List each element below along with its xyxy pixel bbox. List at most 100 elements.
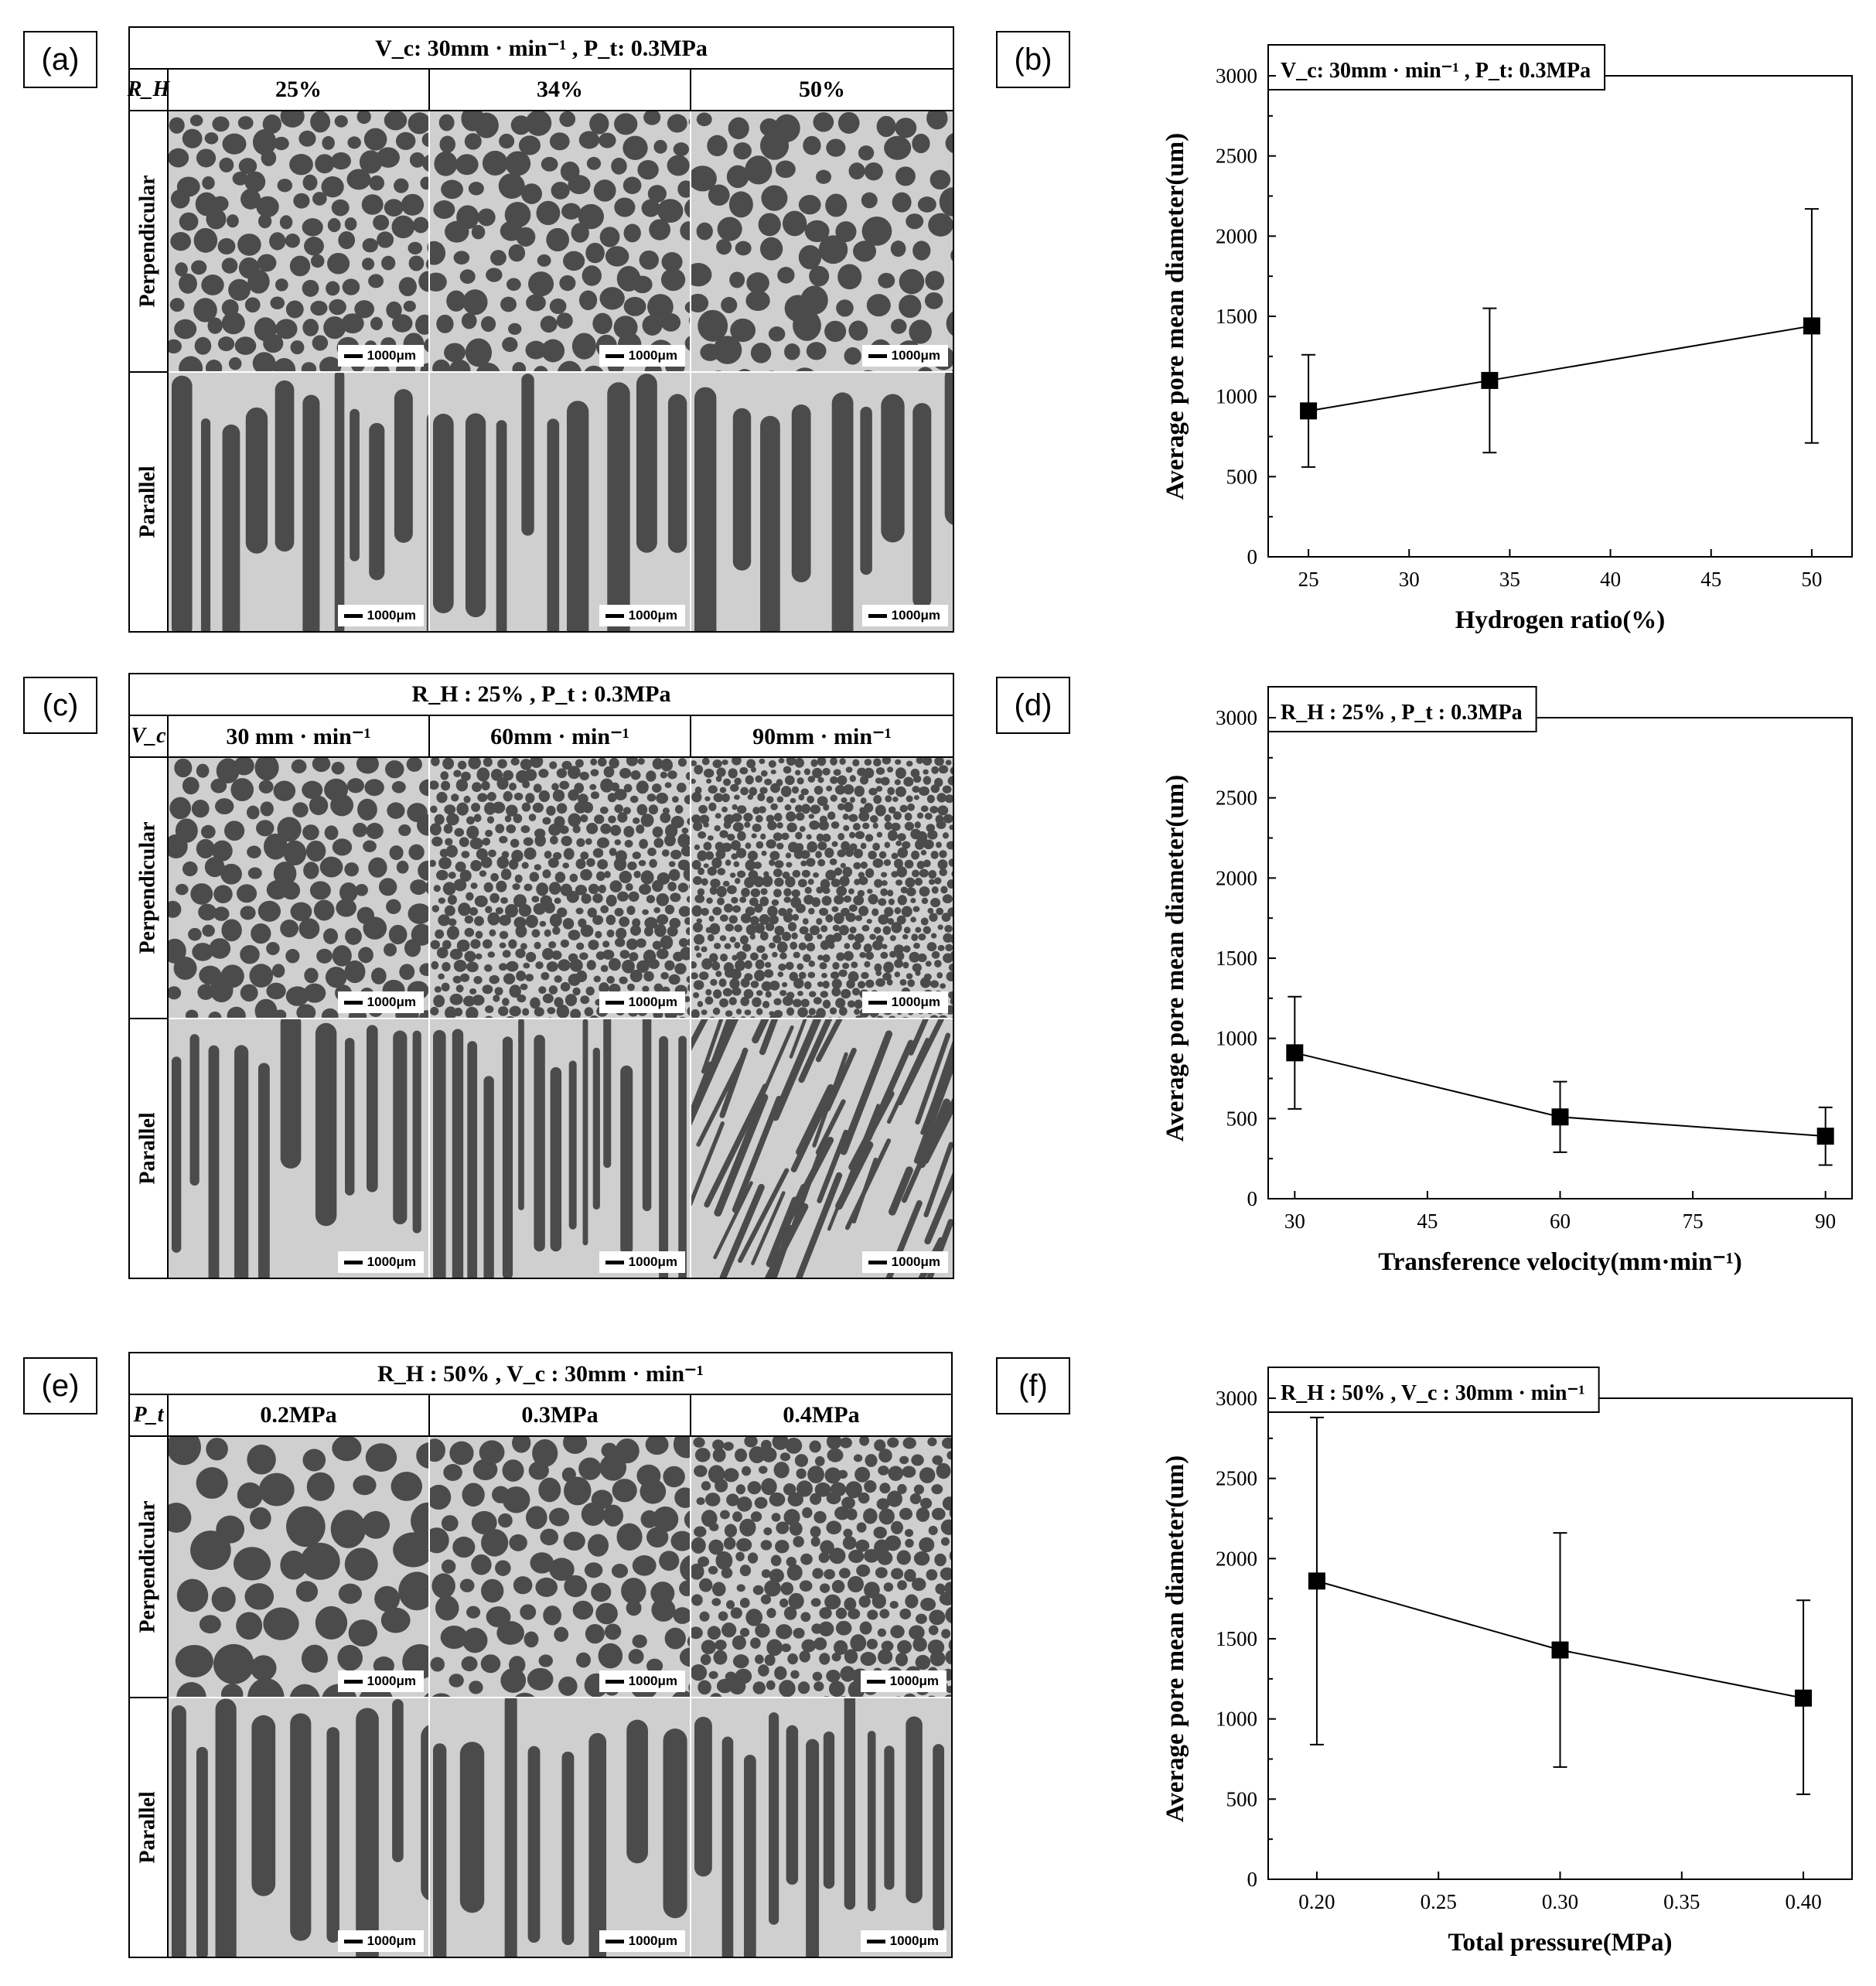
y-tick-label: 500: [1226, 1787, 1258, 1810]
scale-bar: 1000μm: [860, 1930, 947, 1952]
y-tick-label: 1500: [1216, 1627, 1257, 1650]
chart-title: V_c: 30mm · min⁻¹ , P_t: 0.3MPa: [1281, 59, 1591, 83]
x-tick-label: 30: [1399, 568, 1420, 591]
y-tick-label: 500: [1226, 1107, 1258, 1130]
panel-label-a: (a): [23, 31, 97, 88]
panel-label-b: (b): [996, 31, 1070, 88]
column-header: 0.4MPa: [691, 1395, 951, 1437]
scale-bar: 1000μm: [861, 991, 948, 1013]
micrograph-texture: [430, 1437, 690, 1697]
column-header: 90mm · min⁻¹: [691, 716, 953, 758]
data-point: [1286, 1044, 1304, 1062]
data-point: [1816, 1128, 1834, 1145]
micrograph-parallel: 1000μm: [169, 1019, 428, 1278]
y-tick-label: 2000: [1216, 1547, 1257, 1570]
x-tick-label: 35: [1499, 568, 1520, 591]
chart-title: R_H : 25% , P_t : 0.3MPa: [1281, 701, 1523, 725]
chart-f: R_H : 50% , V_c : 30mm · min⁻¹ 0 500 1000 15…: [1161, 1367, 1853, 1957]
data-point: [1300, 402, 1318, 420]
micrograph-texture: [169, 1019, 428, 1278]
y-tick-label: 1000: [1216, 1708, 1257, 1731]
column-header: 60mm · min⁻¹: [430, 716, 691, 758]
row-header-parallel: Parallel: [130, 373, 169, 631]
micrograph-perpendicular: 1000μm: [430, 758, 690, 1018]
micrograph-texture: [691, 373, 953, 631]
row-header-perpendicular: Perpendicular: [130, 1437, 169, 1698]
scale-bar: 1000μm: [860, 1670, 947, 1692]
micrograph-parallel: 1000μm: [169, 373, 428, 631]
row-header-parallel: Parallel: [130, 1698, 169, 1957]
column-header: 0.3MPa: [430, 1395, 691, 1437]
micrograph-perpendicular: 1000μm: [691, 758, 953, 1018]
y-tick-label: 0: [1247, 1187, 1258, 1210]
panel-label-f: (f): [996, 1357, 1070, 1414]
micrograph-texture: [430, 111, 690, 371]
scale-bar: 1000μm: [599, 605, 685, 626]
x-axis-label: Total pressure(MPa): [1448, 1929, 1673, 1957]
micrograph-texture: [430, 1019, 690, 1278]
micrograph-parallel: 1000μm: [691, 373, 953, 631]
condition-header: V_c: 30mm · min⁻¹ , P_t: 0.3MPa: [130, 28, 953, 70]
micrograph-texture: [691, 1437, 951, 1697]
y-tick-label: 1000: [1216, 1027, 1257, 1050]
scale-bar: 1000μm: [337, 1930, 424, 1952]
y-tick-label: 1500: [1216, 305, 1257, 328]
scale-bar: 1000μm: [599, 1670, 685, 1692]
x-tick-label: 25: [1298, 568, 1319, 591]
micrograph-texture: [430, 1698, 690, 1957]
condition-header: R_H : 50% , V_c : 30mm · min⁻¹: [130, 1353, 951, 1395]
y-axis-label: Average pore mean diameter(um): [1161, 775, 1189, 1141]
micrograph-texture: [169, 111, 428, 371]
y-axis-label: Average pore mean diameter(um): [1161, 133, 1189, 500]
column-header: 34%: [430, 70, 691, 111]
panel-label-e: (e): [23, 1357, 97, 1414]
data-point: [1551, 1108, 1569, 1126]
x-tick-label: 0.35: [1663, 1890, 1700, 1913]
micrograph-perpendicular: 1000μm: [169, 758, 428, 1018]
y-tick-label: 0: [1247, 545, 1258, 568]
row-header-perpendicular: Perpendicular: [130, 111, 169, 373]
micrograph-texture: [691, 1019, 953, 1278]
micrograph-texture: [169, 1437, 428, 1697]
column-header: 50%: [691, 70, 953, 111]
x-axis-label: Transference velocity(mm·min⁻¹): [1378, 1248, 1742, 1276]
scale-bar: 1000μm: [337, 991, 424, 1013]
micrograph-perpendicular: 1000μm: [169, 1437, 428, 1697]
y-axis-label: Average pore mean diameter(um): [1161, 1455, 1189, 1822]
scale-bar: 1000μm: [861, 345, 948, 367]
x-tick-label: 0.20: [1298, 1890, 1335, 1913]
x-tick-label: 60: [1550, 1210, 1571, 1233]
row-header-parallel: Parallel: [130, 1019, 169, 1278]
x-tick-label: 0.40: [1785, 1890, 1821, 1913]
row-header-perpendicular: Perpendicular: [130, 758, 169, 1019]
y-tick-label: 2500: [1216, 787, 1257, 810]
y-tick-label: 500: [1226, 465, 1258, 488]
micrograph-perpendicular: 1000μm: [169, 111, 428, 371]
x-tick-label: 45: [1700, 568, 1721, 591]
scale-bar: 1000μm: [337, 605, 424, 626]
micrograph-parallel: 1000μm: [169, 1698, 428, 1957]
y-tick-label: 1500: [1216, 947, 1257, 970]
column-header: 25%: [169, 70, 430, 111]
series-line: [1308, 325, 1813, 412]
x-tick-label: 50: [1801, 568, 1822, 591]
micrograph-perpendicular: 1000μm: [691, 111, 953, 371]
data-point: [1803, 317, 1820, 335]
y-tick-label: 0: [1247, 1868, 1258, 1891]
micrograph-parallel: 1000μm: [430, 1019, 690, 1278]
x-tick-label: 90: [1815, 1210, 1836, 1233]
micrograph-parallel: 1000μm: [691, 1698, 951, 1957]
column-header: 30 mm · min⁻¹: [169, 716, 430, 758]
scale-bar: 1000μm: [861, 1251, 948, 1273]
chart-title: R_H : 50% , V_c : 30mm · min⁻¹: [1281, 1381, 1585, 1405]
chart-title-box: R_H : 50% , V_c : 30mm · min⁻¹: [1267, 1367, 1600, 1413]
y-tick-label: 1000: [1216, 385, 1257, 408]
chart-title-box: V_c: 30mm · min⁻¹ , P_t: 0.3MPa: [1267, 44, 1606, 90]
micrograph-perpendicular: 1000μm: [430, 1437, 690, 1697]
micrograph-parallel: 1000μm: [430, 373, 690, 631]
micrograph-grid-e: R_H : 50% , V_c : 30mm · min⁻¹ P_t 0.2MP…: [128, 1352, 953, 1958]
micrograph-texture: [169, 1698, 428, 1957]
plot-frame: [1267, 75, 1853, 558]
micrograph-texture: [169, 758, 428, 1018]
micrograph-parallel: 1000μm: [691, 1019, 953, 1278]
